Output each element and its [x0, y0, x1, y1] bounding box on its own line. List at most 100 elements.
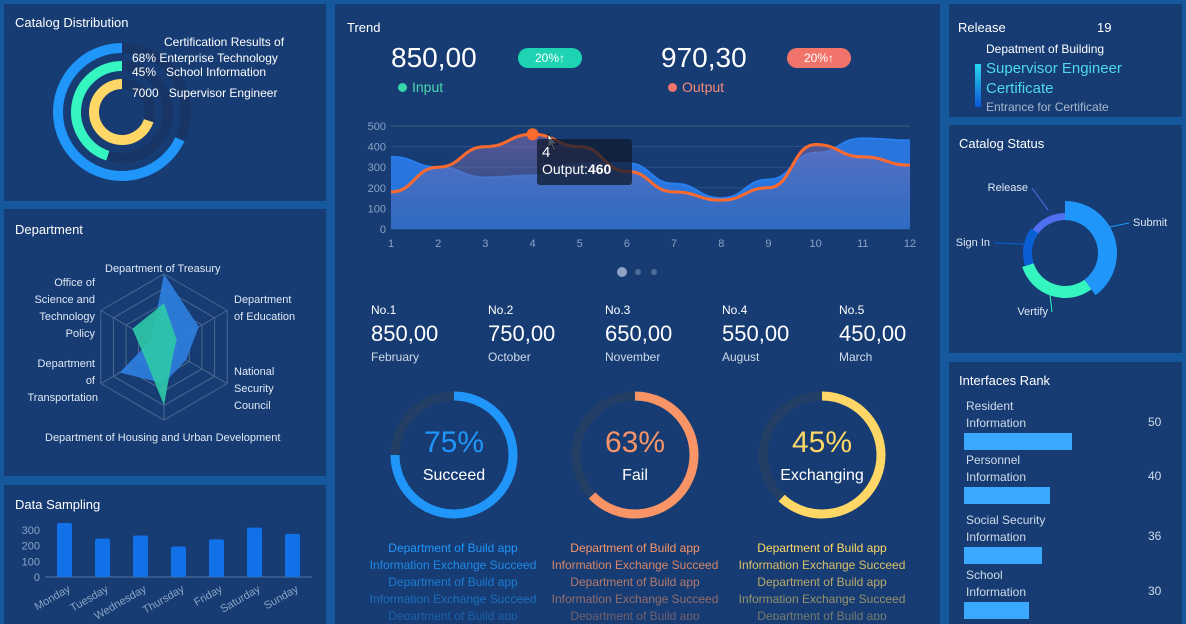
donut-segment [1065, 201, 1117, 296]
radar-label-line: Department of Housing and Urban Developm… [45, 432, 280, 444]
donut-label: Release [988, 182, 1028, 194]
output-badge: 20%↑ [787, 48, 851, 68]
x-tick-label: 1 [388, 238, 394, 250]
input-label: Input [412, 79, 444, 95]
ring-label: School Information [166, 65, 267, 79]
radar-label-line: Department [234, 294, 291, 306]
gauge-percent: 63% [604, 426, 666, 459]
rank-item-value: 40 [1148, 469, 1162, 483]
rank-value: 750,00 [488, 321, 556, 346]
department-radar-chart: Department of Treasury Department of Educa… [27, 263, 295, 444]
bar [57, 522, 72, 577]
donut-label: Sign In [956, 237, 990, 249]
rank-no: No.1 [371, 303, 397, 317]
rank-month: October [488, 350, 531, 364]
y-tick-label: 0 [380, 224, 386, 236]
x-tick-label: 4 [529, 238, 535, 250]
bar [171, 546, 186, 577]
ticker-line: Department of Build app [757, 575, 887, 589]
donut-label: Vertify [1017, 306, 1048, 318]
ring-value: 68% [132, 51, 157, 65]
y-tick-label: 300 [22, 525, 40, 537]
gauge-arc [588, 391, 699, 519]
status-gauges [390, 391, 886, 519]
release-label: Release [958, 20, 1006, 35]
catalog-distribution-rings [53, 43, 191, 181]
output-value: 970,30 [661, 42, 747, 73]
rank-month: March [839, 350, 873, 364]
donut-leader-line [1031, 187, 1049, 211]
catalog-status-donut: Submit Vertify Sign In Release [956, 182, 1168, 318]
rank-value: 650,00 [605, 321, 673, 346]
rank-value: 450,00 [839, 321, 907, 346]
ring-legend-item: 68% Enterprise Technology [132, 50, 278, 66]
donut-leader-line [993, 242, 1026, 245]
input-dot-icon [398, 83, 407, 92]
rank-value: 850,00 [371, 321, 439, 346]
hover-point [526, 128, 539, 141]
rank-item-label: Resident Information [966, 398, 1026, 432]
rank-label-line: Information [966, 470, 1027, 484]
ring-legend: Certification Results of [164, 34, 284, 50]
ticker-line: Information Exchange Succeed [369, 592, 537, 606]
radar-axis-label: Office of Science and Technology Policy [34, 277, 95, 340]
ticker-line: Department of Build app [757, 609, 887, 620]
rank-item-value: 30 [1148, 584, 1162, 598]
ring-arc [89, 79, 154, 145]
rank-month: November [605, 350, 661, 364]
tooltip-label: Output: [542, 161, 588, 177]
donut-label: Submit [1133, 217, 1167, 229]
pager-dot[interactable] [617, 267, 627, 277]
pager-dot[interactable] [651, 269, 657, 275]
ticker-line: Department of Build app [570, 609, 700, 620]
catalog-status-title: Catalog Status [959, 136, 1045, 151]
catalog-distribution-title: Catalog Distribution [15, 15, 129, 30]
release-name: Certificate [986, 80, 1054, 97]
ring-value: 7000 [132, 86, 159, 100]
ring-arc [53, 43, 185, 181]
output-dot-icon [668, 83, 677, 92]
x-tick-label: 11 [857, 238, 868, 250]
release-accent-bar [975, 64, 981, 107]
ring-legend-item: 45% School Information [132, 65, 266, 79]
department-distribution-title: Department [15, 222, 83, 237]
ticker-line: Information Exchange Succeed [738, 592, 906, 606]
rank-label-line: Resident [966, 399, 1014, 413]
release-dept: Depatment of Building [986, 42, 1105, 56]
rank-label-line: Social Security [966, 513, 1046, 527]
gauge-arc [778, 391, 886, 519]
bar [285, 533, 300, 577]
rank-bar [964, 487, 1051, 504]
rank-no: No.3 [605, 303, 631, 317]
gauge-percent: 75% [423, 426, 485, 459]
bar [95, 538, 110, 577]
radar-label-line: Security [234, 383, 274, 395]
rank-item-label: Social Security Information [966, 512, 1045, 546]
radar-axis-label: Department of Education [234, 294, 295, 323]
donut-leader-line [1049, 294, 1053, 313]
output-legend: Output [668, 79, 724, 95]
ring-arc [71, 61, 123, 161]
rank-month: August [722, 350, 760, 364]
x-tick-label: 3 [482, 238, 488, 250]
radar-label-line: Office of [54, 277, 96, 289]
release-name: Supervisor Engineer [986, 60, 1122, 77]
input-value: 850,00 [391, 42, 477, 73]
gauge-label: Succeed [422, 467, 486, 484]
input-legend: Input [398, 79, 443, 95]
ticker-line: Information Exchange Succeed [551, 592, 719, 606]
radar-label-line: Policy [66, 328, 96, 340]
input-badge: 20%↑ [518, 48, 582, 68]
x-tick-label: 2 [435, 238, 441, 250]
pager-dot[interactable] [635, 269, 641, 275]
rank-item-label: School Information [966, 567, 1026, 601]
ticker-line: Department of Build app [570, 541, 700, 555]
rank-item-label: Personnel Information [966, 452, 1026, 486]
interfaces-rank-title: Interfaces Rank [959, 373, 1051, 388]
radar-label-line: Technology [39, 311, 95, 323]
rank-no: No.5 [839, 303, 865, 317]
radar-label-line: of [86, 375, 96, 387]
radar-axis-label: Department of Treasury [105, 263, 221, 275]
rank-no: No.4 [722, 303, 748, 317]
